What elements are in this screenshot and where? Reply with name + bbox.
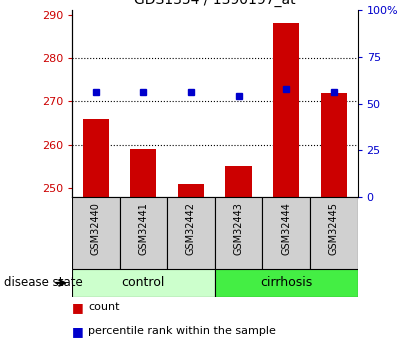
Text: GSM32442: GSM32442 <box>186 203 196 255</box>
Bar <box>262 197 310 269</box>
Bar <box>130 149 157 197</box>
Bar <box>120 197 167 269</box>
Bar <box>178 184 204 197</box>
Text: count: count <box>88 302 120 312</box>
Bar <box>72 197 120 269</box>
Text: GSM32443: GSM32443 <box>233 203 244 255</box>
Text: GSM32441: GSM32441 <box>139 203 148 255</box>
Bar <box>83 119 109 197</box>
Text: GSM32445: GSM32445 <box>329 203 339 255</box>
Text: GSM32440: GSM32440 <box>91 203 101 255</box>
Bar <box>226 166 252 197</box>
Bar <box>273 23 299 197</box>
Text: disease state: disease state <box>4 276 83 289</box>
Text: percentile rank within the sample: percentile rank within the sample <box>88 326 276 336</box>
Text: cirrhosis: cirrhosis <box>260 276 312 289</box>
Bar <box>167 197 215 269</box>
Bar <box>215 269 358 297</box>
Text: ■: ■ <box>72 325 84 338</box>
Title: GDS1354 / 1390197_at: GDS1354 / 1390197_at <box>134 0 296 7</box>
Bar <box>215 197 262 269</box>
Bar <box>321 93 347 197</box>
Text: GSM32444: GSM32444 <box>281 203 291 255</box>
Text: control: control <box>122 276 165 289</box>
Bar <box>72 269 215 297</box>
Bar <box>310 197 358 269</box>
Text: ■: ■ <box>72 300 84 314</box>
